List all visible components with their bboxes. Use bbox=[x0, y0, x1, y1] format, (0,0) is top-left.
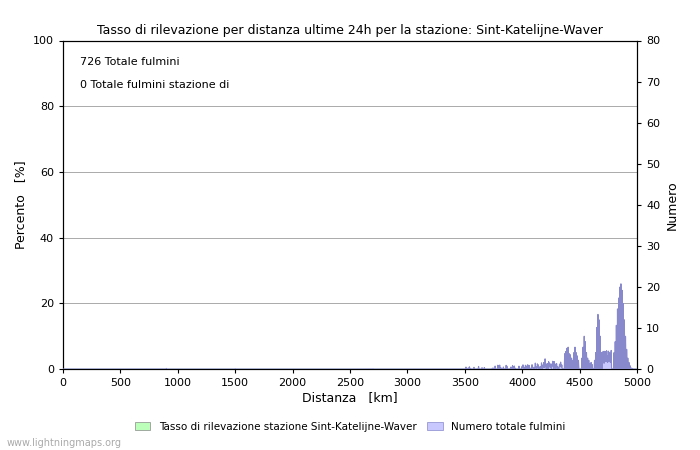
Title: Tasso di rilevazione per distanza ultime 24h per la stazione: Sint-Katelijne-Wav: Tasso di rilevazione per distanza ultime… bbox=[97, 23, 603, 36]
Text: 726 Totale fulmini: 726 Totale fulmini bbox=[80, 57, 180, 67]
X-axis label: Distanza   [km]: Distanza [km] bbox=[302, 391, 398, 404]
Y-axis label: Numero: Numero bbox=[666, 180, 679, 230]
Y-axis label: Percento   [%]: Percento [%] bbox=[15, 161, 27, 249]
Text: www.lightningmaps.org: www.lightningmaps.org bbox=[7, 438, 122, 448]
Legend: Tasso di rilevazione stazione Sint-Katelijne-Waver, Numero totale fulmini: Tasso di rilevazione stazione Sint-Katel… bbox=[131, 418, 569, 436]
Text: 0 Totale fulmini stazione di: 0 Totale fulmini stazione di bbox=[80, 80, 230, 90]
